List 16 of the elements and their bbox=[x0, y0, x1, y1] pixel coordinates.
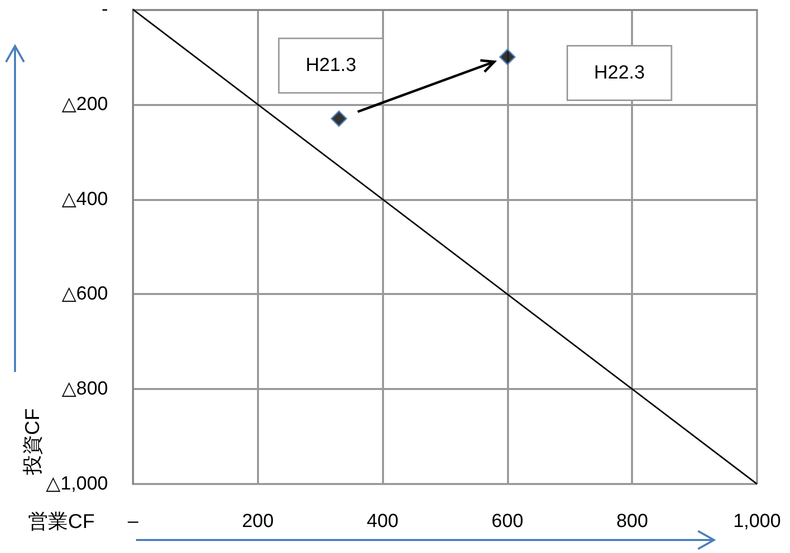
x-axis-title: 営業CF bbox=[28, 511, 95, 533]
y-tick-label: △1,000 bbox=[46, 474, 108, 494]
annotation: H22.3 bbox=[594, 62, 645, 84]
y-tick-label: △200 bbox=[62, 94, 108, 115]
annotation: H21.3 bbox=[306, 55, 356, 76]
x-tick-label: 800 bbox=[616, 511, 648, 532]
y-tick-label: △800 bbox=[62, 378, 108, 400]
y-axis-title: 投資CF bbox=[22, 408, 44, 476]
y-tick-label: △400 bbox=[62, 188, 108, 210]
x-tick-label: 1,000 bbox=[733, 511, 781, 532]
x-tick-label: 200 bbox=[242, 511, 274, 532]
x-tick-label: – bbox=[128, 511, 139, 532]
x-tick-label: 400 bbox=[366, 511, 398, 532]
y-tick-label: - bbox=[102, 0, 108, 20]
x-tick-label: 600 bbox=[492, 511, 524, 532]
y-tick-label: △600 bbox=[62, 284, 108, 305]
